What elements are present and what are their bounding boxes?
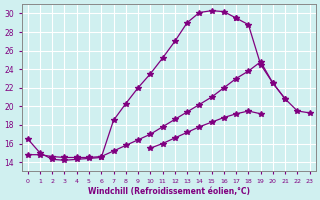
X-axis label: Windchill (Refroidissement éolien,°C): Windchill (Refroidissement éolien,°C): [88, 187, 250, 196]
